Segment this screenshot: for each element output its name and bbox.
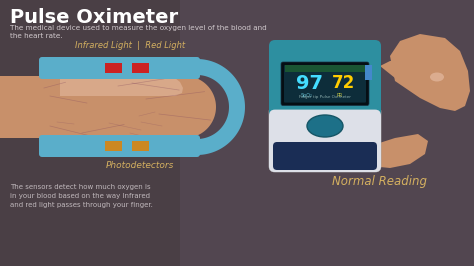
- Text: 97: 97: [296, 73, 323, 93]
- Text: Infrared Light  |  Red Light: Infrared Light | Red Light: [75, 41, 185, 51]
- Ellipse shape: [307, 115, 343, 137]
- FancyBboxPatch shape: [273, 142, 377, 170]
- Text: 72: 72: [332, 74, 355, 92]
- Bar: [105, 63, 122, 73]
- Text: SpO₂: SpO₂: [301, 93, 312, 98]
- Bar: [0, 76, 185, 138]
- Bar: [285, 65, 365, 72]
- Text: The sensors detect how much oxygen is
in your blood based on the way Infrared
an: The sensors detect how much oxygen is in…: [10, 184, 153, 208]
- Ellipse shape: [430, 73, 444, 81]
- Bar: [0, 76, 50, 138]
- Bar: [180, 0, 474, 266]
- FancyBboxPatch shape: [281, 62, 369, 106]
- Polygon shape: [185, 76, 216, 138]
- Polygon shape: [60, 77, 183, 96]
- Text: Photodetectors: Photodetectors: [106, 161, 174, 171]
- Bar: [132, 63, 149, 73]
- Bar: [132, 141, 149, 151]
- FancyBboxPatch shape: [284, 65, 366, 103]
- Text: Pulse Oximeter: Pulse Oximeter: [10, 8, 178, 27]
- FancyBboxPatch shape: [39, 57, 200, 79]
- Text: Finger tip Pulse Oximeter: Finger tip Pulse Oximeter: [299, 95, 351, 99]
- FancyBboxPatch shape: [269, 106, 381, 172]
- Text: Normal Reading: Normal Reading: [332, 174, 428, 188]
- Polygon shape: [390, 34, 470, 111]
- Bar: [365, 65, 372, 80]
- Text: PR: PR: [337, 93, 343, 98]
- Polygon shape: [380, 60, 445, 88]
- FancyBboxPatch shape: [269, 40, 381, 130]
- FancyBboxPatch shape: [269, 110, 381, 172]
- Bar: [105, 141, 122, 151]
- FancyBboxPatch shape: [39, 135, 200, 157]
- Polygon shape: [197, 59, 245, 155]
- Text: The medical device used to measure the oxygen level of the blood and
the heart r: The medical device used to measure the o…: [10, 25, 267, 39]
- Polygon shape: [350, 134, 428, 168]
